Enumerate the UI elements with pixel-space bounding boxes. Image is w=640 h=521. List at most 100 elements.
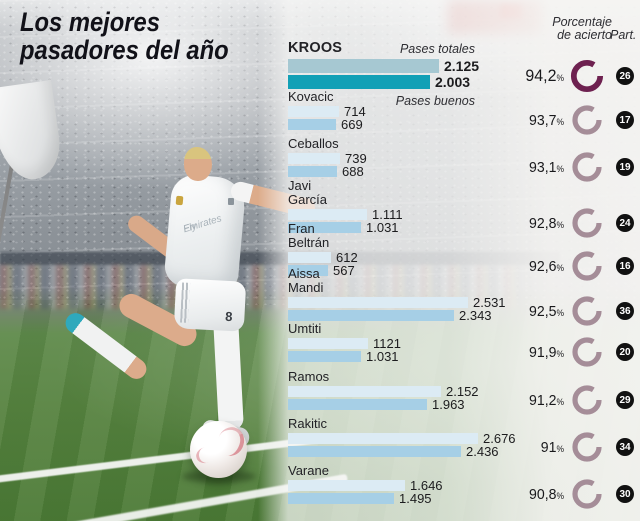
shirt-sponsor-text: Fly Emirates bbox=[182, 213, 224, 236]
player-name: Fran Beltrán bbox=[288, 221, 330, 250]
accuracy-percentage: 92,6% bbox=[529, 257, 564, 275]
participation-badge: 26 bbox=[616, 67, 634, 85]
good-passes-header: Pases buenos bbox=[395, 94, 475, 108]
total-passes-value: 2.152 bbox=[446, 384, 479, 399]
total-passes-bar: 1.111 bbox=[288, 207, 640, 222]
good-passes-value: 2.436 bbox=[466, 444, 499, 459]
good-passes-bar: 2.003 bbox=[288, 75, 640, 89]
passers-chart: Pases totales Pases buenos Porcentaje de… bbox=[288, 0, 640, 521]
accuracy-percentage: 91,9% bbox=[529, 343, 564, 361]
row-stats: 92,6% 16 bbox=[506, 251, 634, 281]
pass-bars: 714 669 bbox=[288, 104, 640, 132]
accuracy-percentage: 90,8% bbox=[529, 485, 564, 503]
accuracy-header: Porcentaje de acierto bbox=[552, 15, 612, 42]
accuracy-percentage: 92,8% bbox=[529, 214, 564, 232]
row-stats: 93,7% 17 bbox=[506, 105, 634, 135]
accuracy-percentage: 91% bbox=[540, 438, 564, 456]
player-row: Aissa Mandi 2.531 2.343 92,5% 36 bbox=[288, 266, 640, 326]
total-passes-value: 1.111 bbox=[372, 207, 403, 222]
pass-bars: 2.125 2.003 bbox=[288, 59, 640, 89]
good-passes-value: 2.343 bbox=[459, 308, 492, 323]
row-stats: 90,8% 30 bbox=[506, 479, 634, 509]
good-passes-value: 567 bbox=[333, 263, 355, 278]
good-passes-fill bbox=[288, 166, 337, 177]
accuracy-percentage: 92,5% bbox=[529, 302, 564, 320]
page-title: Los mejores pasadores del año bbox=[20, 8, 229, 64]
good-passes-bar: 669 bbox=[288, 117, 640, 132]
good-passes-bar: 567 bbox=[288, 263, 640, 278]
total-passes-bar: 2.125 bbox=[288, 59, 640, 73]
total-passes-bar: 2.676 bbox=[288, 432, 640, 445]
player-name: Ceballos bbox=[288, 136, 339, 151]
accuracy-donut-icon bbox=[572, 251, 602, 281]
good-passes-fill bbox=[288, 399, 427, 410]
participation-badge: 24 bbox=[616, 214, 634, 232]
accuracy-percentage: 91,2% bbox=[529, 391, 564, 409]
good-passes-fill bbox=[288, 119, 336, 130]
pass-bars: 2.531 2.343 bbox=[288, 295, 640, 323]
total-passes-bar: 1.646 bbox=[288, 479, 640, 492]
player-row: Fran Beltrán 612 567 92,6% 16 bbox=[288, 221, 640, 281]
player-row: Javi García 1.111 1.031 92,8% 24 bbox=[288, 179, 640, 238]
player-name: Ramos bbox=[288, 369, 330, 384]
shorts-number: 8 bbox=[224, 308, 233, 325]
accuracy-donut-icon bbox=[572, 105, 602, 135]
row-stats: 91,2% 29 bbox=[506, 385, 634, 415]
kit-logo bbox=[228, 198, 234, 205]
pass-bars: 1.646 1.495 bbox=[288, 479, 640, 505]
total-passes-bar: 714 bbox=[288, 104, 640, 119]
total-passes-fill bbox=[288, 153, 340, 164]
good-passes-value: 2.003 bbox=[435, 73, 471, 90]
good-passes-fill bbox=[288, 265, 328, 276]
player-name: Aissa Mandi bbox=[288, 266, 324, 295]
total-passes-bar: 739 bbox=[288, 152, 640, 165]
player-head bbox=[184, 147, 212, 181]
pass-bars: 739 688 bbox=[288, 152, 640, 179]
accuracy-donut-icon bbox=[572, 337, 602, 367]
accuracy-percentage: 94,2% bbox=[525, 66, 564, 85]
participation-badge: 19 bbox=[616, 158, 634, 176]
player-row: Ceballos 739 688 93,1% 19 bbox=[288, 136, 640, 182]
accuracy-donut-icon bbox=[572, 479, 602, 509]
accuracy-donut-icon bbox=[572, 432, 602, 462]
accuracy-donut-icon bbox=[570, 59, 604, 93]
good-passes-bar: 1.495 bbox=[288, 492, 640, 505]
participation-header: Part. bbox=[610, 28, 637, 42]
pass-bars: 2.152 1.963 bbox=[288, 384, 640, 411]
player-name: Umtiti bbox=[288, 321, 322, 336]
good-passes-value: 669 bbox=[341, 117, 363, 132]
player-name: Kovacic bbox=[288, 89, 334, 104]
player-row: Varane 1.646 1.495 90,8% 30 bbox=[288, 464, 640, 509]
good-passes-fill bbox=[288, 222, 361, 233]
total-passes-value: 714 bbox=[344, 104, 366, 119]
good-passes-fill bbox=[288, 75, 430, 89]
total-passes-value: 2.531 bbox=[473, 295, 506, 310]
player-name: Rakitic bbox=[288, 416, 328, 431]
participation-badge: 36 bbox=[616, 302, 634, 320]
row-stats: 92,5% 36 bbox=[506, 296, 634, 326]
club-crest bbox=[175, 195, 184, 206]
row-stats: 94,2% 26 bbox=[506, 59, 634, 93]
player-row: KROOS 2.125 2.003 94,2% 26 bbox=[288, 41, 640, 93]
good-passes-bar: 2.436 bbox=[288, 444, 640, 459]
accuracy-donut-icon bbox=[572, 385, 602, 415]
good-passes-value: 688 bbox=[342, 164, 364, 179]
player-row: Ramos 2.152 1.963 91,2% 29 bbox=[288, 369, 640, 415]
pass-bars: 612 567 bbox=[288, 251, 640, 278]
good-passes-bar: 2.343 bbox=[288, 308, 640, 323]
pass-bars: 1.111 1.031 bbox=[288, 207, 640, 234]
good-passes-fill bbox=[288, 351, 361, 362]
row-stats: 91% 34 bbox=[506, 432, 634, 462]
participation-badge: 17 bbox=[616, 111, 634, 129]
player-shorts: 8 bbox=[173, 278, 247, 332]
good-passes-bar: 1.963 bbox=[288, 398, 640, 411]
player-row: Rakitic 2.676 2.436 91% 34 bbox=[288, 416, 640, 462]
total-passes-fill bbox=[288, 297, 468, 308]
total-passes-fill bbox=[288, 106, 339, 117]
shorts-stripes bbox=[180, 282, 191, 323]
participation-badge: 29 bbox=[616, 391, 634, 409]
total-passes-fill bbox=[288, 480, 405, 491]
accuracy-donut-icon bbox=[572, 152, 602, 182]
row-stats: 92,8% 24 bbox=[506, 208, 634, 238]
